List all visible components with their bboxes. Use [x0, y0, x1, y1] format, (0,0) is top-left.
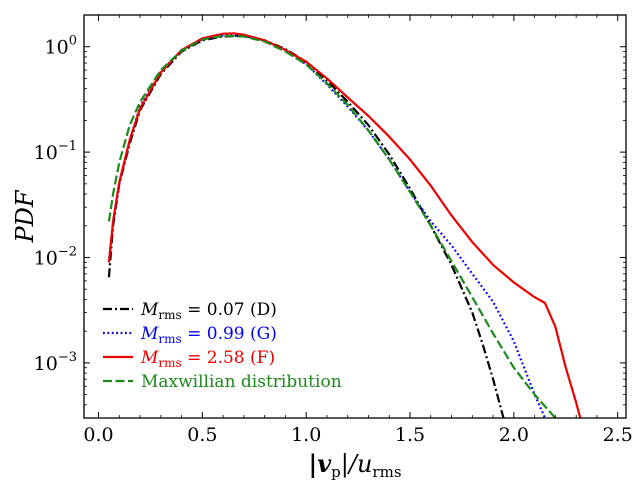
- y-tick-label: 10−1: [34, 139, 77, 164]
- series-line-f: [107, 32, 582, 418]
- y-tick-label: 100: [45, 34, 77, 59]
- x-tick-label: 2.0: [499, 424, 529, 446]
- x-tick-label: 1.0: [291, 424, 321, 446]
- y-axis-label: PDF: [11, 189, 39, 243]
- x-axis-label: |vp|/urms: [308, 449, 401, 480]
- legend: Mrms = 0.07 (D)Mrms = 0.99 (G)Mrms = 2.5…: [103, 300, 342, 392]
- y-tick-label: 10−2: [34, 245, 77, 270]
- x-tick-label: 0.5: [187, 424, 217, 446]
- x-tick-label: 0.0: [83, 424, 113, 446]
- legend-label-d: Mrms = 0.07 (D): [140, 300, 277, 322]
- legend-label-f: Mrms = 2.58 (F): [140, 348, 275, 370]
- legend-label-g: Mrms = 0.99 (G): [140, 324, 277, 346]
- y-tick-label: 10−3: [34, 350, 77, 375]
- legend-label-maxwellian: Maxwillian distribution: [141, 372, 342, 392]
- plot-frame: [83, 14, 627, 419]
- x-tick-label: 2.5: [603, 424, 633, 446]
- x-tick-label: 1.5: [395, 424, 425, 446]
